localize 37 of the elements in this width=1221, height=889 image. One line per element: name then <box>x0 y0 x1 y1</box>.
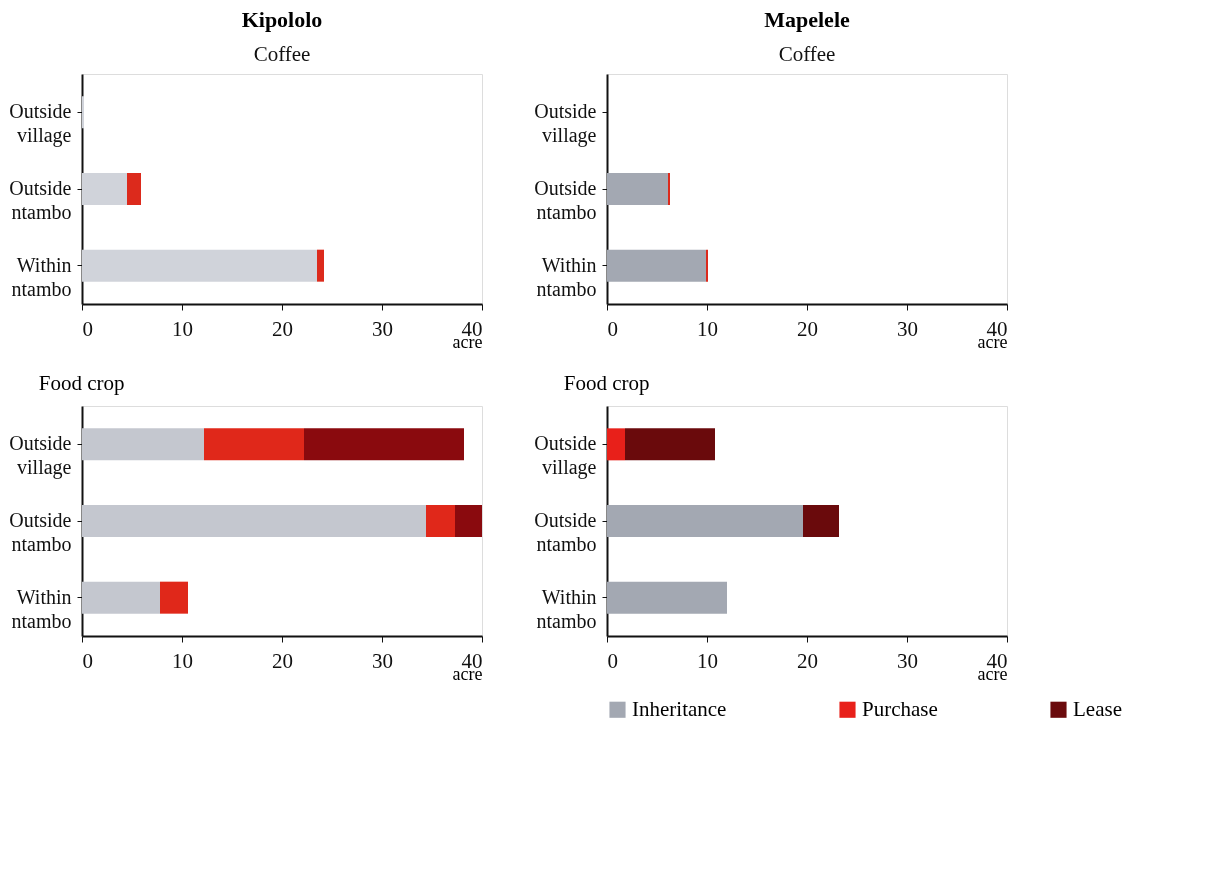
x-tick-label: 30 <box>897 648 918 673</box>
x-tick-label: 10 <box>697 316 718 341</box>
x-tick-label: 30 <box>372 316 393 341</box>
x-tick-label: 20 <box>797 648 818 673</box>
y-tick-label: Within ntambo <box>536 253 597 300</box>
legend-label: Inheritance <box>632 696 727 721</box>
chart-subtitle: Coffee <box>253 42 311 66</box>
x-tick-label: 20 <box>272 316 293 341</box>
chart-subtitle: Food crop <box>38 371 125 395</box>
chart-title: Mapelele <box>764 7 850 32</box>
x-tick-label: 20 <box>797 316 818 341</box>
y-tick-label: Within ntambo <box>536 585 597 632</box>
x-tick-label: 20 <box>272 648 293 673</box>
chart-subtitle: Coffee <box>778 42 836 66</box>
chart-title: Kipololo <box>241 7 323 32</box>
y-tick-label: Outside ntambo <box>534 509 597 555</box>
x-tick-label: 0 <box>607 316 618 341</box>
y-tick-label: Within ntambo <box>11 585 72 632</box>
x-tick-label: 0 <box>82 648 93 673</box>
x-tick-label: 10 <box>172 316 193 341</box>
y-tick-label: Outside ntambo <box>9 509 72 555</box>
x-tick-label: 0 <box>607 648 618 673</box>
y-tick-label: Outside village <box>9 432 72 480</box>
x-tick-label: 10 <box>172 648 193 673</box>
legend-label: Lease <box>1073 696 1122 721</box>
y-tick-label: Within ntambo <box>11 253 72 300</box>
x-tick-label: 30 <box>372 648 393 673</box>
x-tick-label: 10 <box>697 648 718 673</box>
x-tick-label: 0 <box>82 316 93 341</box>
y-tick-label: Outside village <box>534 432 597 480</box>
x-tick-label: 30 <box>897 316 918 341</box>
y-tick-label: Outside ntambo <box>9 177 72 223</box>
y-tick-label: Outside village <box>9 100 72 148</box>
legend-label: Purchase <box>862 696 938 721</box>
chart-subtitle: Food crop <box>563 371 650 395</box>
y-tick-label: Outside ntambo <box>534 177 597 223</box>
y-tick-label: Outside village <box>534 100 597 148</box>
